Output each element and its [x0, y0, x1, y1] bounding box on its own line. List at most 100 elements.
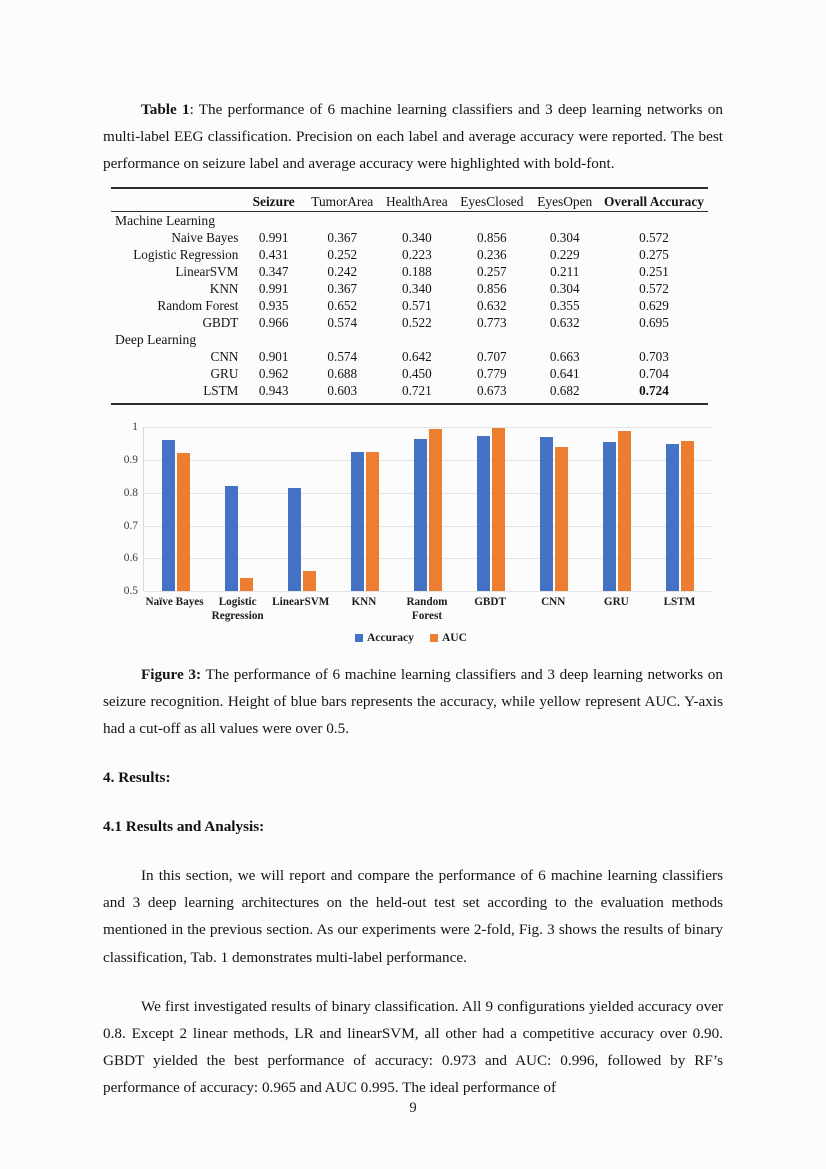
- cell-gbdt-overall: 0.695: [639, 314, 669, 330]
- chart-x-label: Logistic Regression: [211, 596, 264, 623]
- section-heading-results-analysis: 4.1 Results and Analysis:: [103, 818, 265, 836]
- chart-bar-group: [522, 427, 585, 592]
- chart-bar-auc: [176, 452, 190, 592]
- figure-caption: Figure 3: The performance of 6 machine l…: [103, 661, 723, 742]
- cell-gru-overall: 0.704: [639, 365, 669, 381]
- legend-item-auc: AUC: [429, 631, 467, 644]
- row-label-knn: KNN: [209, 280, 239, 296]
- chart-bar-accuracy: [161, 439, 175, 592]
- chart-x-label: LinearSVM: [272, 596, 330, 609]
- legend-swatch-auc-icon: [429, 633, 438, 642]
- performance-table: Seizure TumorArea HealthArea EyesClosed …: [111, 187, 708, 406]
- chart-bar-auc: [428, 428, 442, 592]
- cell-gru-seizure: 0.962: [258, 365, 289, 381]
- cell-gru-eyesopen: 0.641: [549, 365, 580, 381]
- performance-table-container: Seizure TumorArea HealthArea EyesClosed …: [103, 187, 723, 406]
- header-cell-seizure: Seizure: [252, 193, 295, 209]
- paragraph-results-intro: In this section, we will report and comp…: [103, 867, 723, 966]
- cell-cnn-tumorarea: 0.574: [327, 348, 358, 364]
- spacer: [103, 791, 723, 813]
- table-row: Logistic Regression 0.431 0.252 0.223 0.…: [111, 246, 708, 263]
- header-cell-eyesclosed: EyesClosed: [460, 193, 524, 209]
- cell-linearsvm-healtharea: 0.188: [402, 263, 432, 279]
- cell-logistic-regression-seizure: 0.431: [258, 246, 289, 262]
- cell-lstm-seizure: 0.943: [258, 382, 289, 398]
- cell-logistic-regression-tumorarea: 0.252: [327, 246, 358, 262]
- chart-gridline: 0.5: [124, 585, 711, 597]
- cell-gbdt-eyesclosed: 0.773: [476, 314, 507, 330]
- chart-bar-group: [396, 427, 459, 592]
- table-caption-label: Table 1: [141, 101, 190, 118]
- chart-y-tick-label: 0.7: [123, 519, 138, 532]
- cell-linearsvm-overall: 0.251: [639, 263, 669, 279]
- row-label-logistic-regression: Logistic Regression: [133, 246, 239, 262]
- table-row: LinearSVM 0.347 0.242 0.188 0.257 0.211 …: [111, 263, 708, 280]
- table-row: GBDT 0.966 0.574 0.522 0.773 0.632 0.695: [111, 314, 708, 331]
- cell-linearsvm-eyesopen: 0.211: [550, 263, 580, 279]
- cell-knn-overall: 0.572: [639, 280, 669, 296]
- cell-lstm-eyesclosed: 0.673: [476, 382, 507, 398]
- table-caption: Table 1: The performance of 6 machine le…: [103, 96, 723, 177]
- cell-knn-tumorarea: 0.367: [327, 280, 358, 296]
- legend-label-accuracy: Accuracy: [366, 631, 414, 645]
- table-rule-bottom: [111, 399, 708, 406]
- table-row: Naive Bayes 0.991 0.367 0.340 0.856 0.30…: [111, 229, 708, 246]
- table-row: KNN 0.991 0.367 0.340 0.856 0.304 0.572: [111, 280, 708, 297]
- header-cell-healtharea: HealthArea: [385, 193, 448, 209]
- chart-bar-auc: [554, 446, 568, 592]
- cell-lstm-overall: 0.724: [639, 382, 669, 398]
- chart-bar-auc: [680, 440, 694, 592]
- paragraph-binary-classification: We first investigated results of binary …: [103, 997, 723, 1096]
- cell-linearsvm-eyesclosed: 0.257: [476, 263, 507, 279]
- figure-caption-label: Figure 3:: [141, 666, 202, 684]
- chart-y-tick-label: 0.6: [123, 552, 138, 565]
- chart-gridline: 1: [132, 421, 711, 433]
- legend-item-accuracy: Accuracy: [354, 631, 414, 645]
- spacer: [103, 840, 723, 862]
- chart-bar-group: [648, 427, 711, 592]
- cell-gbdt-seizure: 0.966: [258, 314, 289, 330]
- table-group-header-row: Machine Learning: [111, 212, 708, 230]
- chart-gridline: 0.7: [124, 520, 711, 532]
- figure-3-chart: 1 0.9 0.8 0.7 0.6 0.5 Naïve Bayes Logistic Reg…: [105, 419, 717, 647]
- cell-logistic-regression-eyesopen: 0.229: [549, 246, 580, 262]
- table-row: CNN 0.901 0.574 0.642 0.707 0.663 0.703: [111, 348, 708, 365]
- spacer: [103, 971, 723, 993]
- chart-legend: Accuracy AUC: [105, 631, 717, 644]
- cell-random-forest-healtharea: 0.571: [402, 297, 432, 313]
- row-label-lstm: LSTM: [203, 382, 239, 398]
- chart-plot-area: 1 0.9 0.8 0.7 0.6 0.5: [124, 421, 711, 597]
- table-header-row: Seizure TumorArea HealthArea EyesClosed …: [111, 193, 708, 210]
- cell-naive-bayes-tumorarea: 0.367: [327, 229, 358, 245]
- chart-gridline: 0.8: [124, 487, 711, 499]
- table-caption-text: : The performance of 6 machine learning …: [103, 101, 723, 173]
- chart-bar-group: [270, 427, 333, 592]
- header-cell-tumorarea: TumorArea: [311, 193, 374, 209]
- cell-naive-bayes-healtharea: 0.340: [402, 229, 432, 245]
- header-cell-overall-accuracy: Overall Accuracy: [603, 193, 704, 209]
- page-content: Table 1: The performance of 6 machine le…: [103, 96, 723, 1101]
- chart-bar-accuracy: [665, 444, 679, 592]
- chart-gridline: 0.6: [124, 552, 711, 564]
- page-number: 9: [409, 1100, 417, 1116]
- spacer: [103, 742, 723, 764]
- row-label-naive-bayes: Naive Bayes: [171, 229, 239, 245]
- chart-bar-auc: [302, 571, 316, 592]
- cell-linearsvm-seizure: 0.347: [258, 263, 289, 279]
- row-label-gbdt: GBDT: [202, 314, 239, 330]
- cell-random-forest-overall: 0.629: [639, 297, 669, 313]
- cell-random-forest-eyesclosed: 0.632: [476, 297, 507, 313]
- cell-gru-tumorarea: 0.688: [327, 365, 358, 381]
- cell-gru-healtharea: 0.450: [402, 365, 432, 381]
- cell-cnn-eyesopen: 0.663: [549, 348, 580, 364]
- cell-lstm-eyesopen: 0.682: [549, 382, 580, 398]
- cell-gbdt-tumorarea: 0.574: [327, 314, 358, 330]
- table-rule-top: [111, 187, 708, 194]
- chart-x-label: Random Forest: [406, 596, 448, 623]
- chart-x-label: KNN: [351, 596, 377, 609]
- chart-bar-accuracy: [602, 441, 616, 592]
- cell-gbdt-healtharea: 0.522: [402, 314, 432, 330]
- table-row: Random Forest 0.935 0.652 0.571 0.632 0.…: [111, 297, 708, 314]
- cell-knn-healtharea: 0.340: [402, 280, 432, 296]
